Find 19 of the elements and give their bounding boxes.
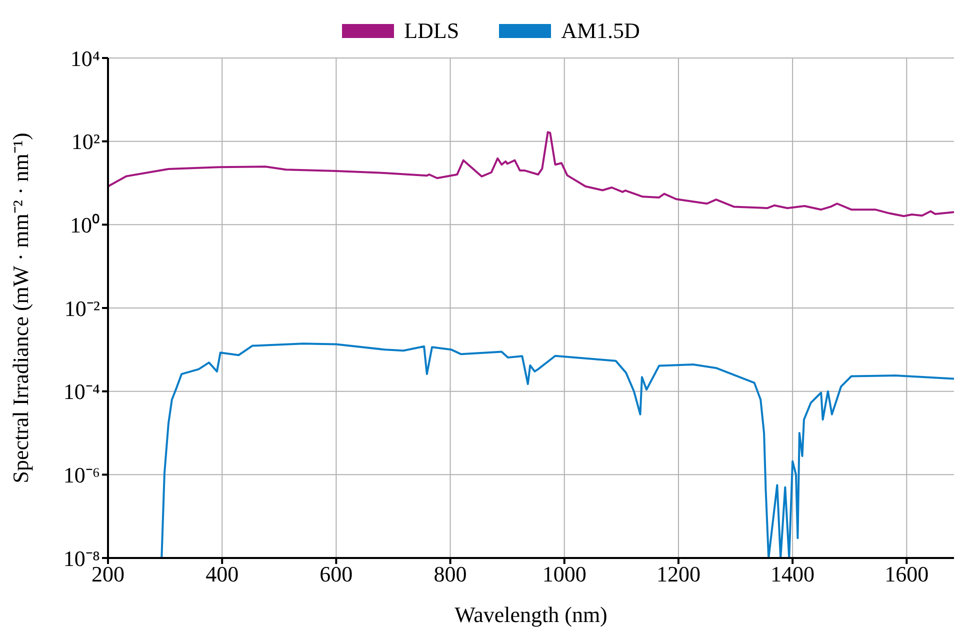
- y-tick-label: 10⁻²: [64, 296, 100, 321]
- x-tick-label: 400: [206, 562, 239, 587]
- x-tick-label: 1200: [656, 562, 700, 587]
- legend-label: LDLS: [403, 18, 460, 44]
- x-tick-label: 1600: [884, 562, 929, 587]
- line-series: [160, 342, 954, 558]
- x-tick-label: 800: [434, 562, 467, 587]
- y-tick-label: 10⁰: [70, 212, 100, 238]
- x-axis-title: Wavelength (nm): [454, 602, 608, 627]
- y-axis-title: Spectral Irradiance (mW · mm⁻² · nm⁻¹): [8, 132, 33, 484]
- x-tick-label: 1000: [542, 562, 586, 587]
- x-tick-label: 600: [320, 562, 353, 587]
- y-tick-label: 10²: [71, 129, 100, 154]
- legend-label: AM1.5D: [560, 18, 640, 44]
- y-tick-label: 10⁻⁴: [63, 379, 100, 404]
- line-series: [108, 131, 954, 218]
- x-tick-label: 1400: [770, 562, 815, 587]
- y-tick-label: 10⁻⁶: [63, 462, 100, 488]
- y-tick-label: 10⁴: [70, 46, 100, 71]
